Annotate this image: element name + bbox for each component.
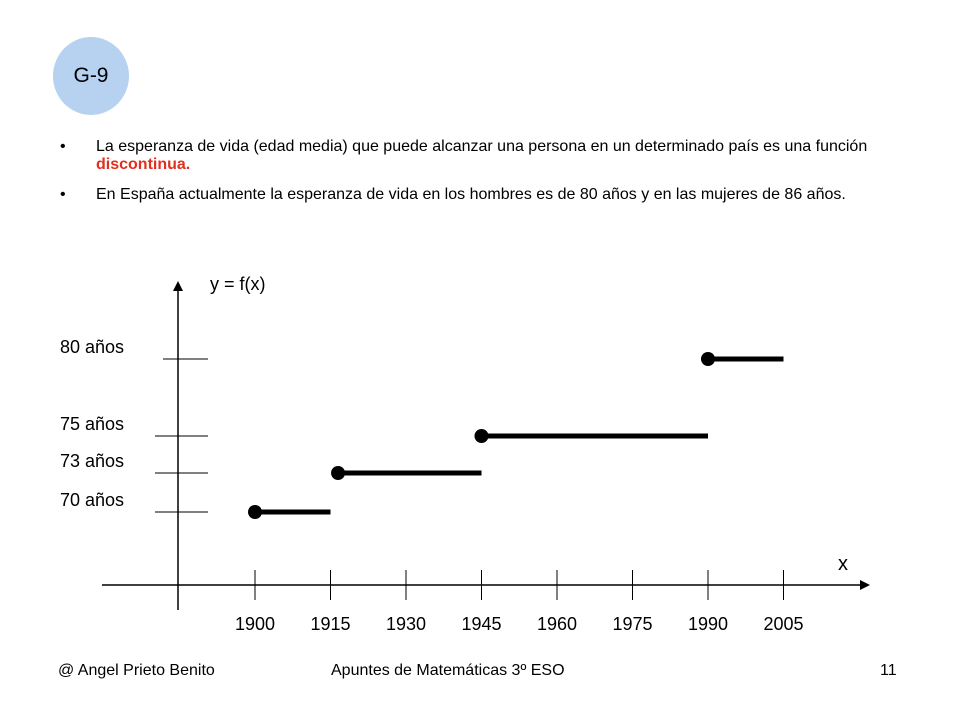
bullet-item: • En España actualmente la esperanza de …: [60, 186, 920, 204]
footer-author: @ Angel Prieto Benito: [58, 662, 215, 679]
x-axis-label: x: [838, 553, 848, 575]
y-tick-label: 75 años: [60, 414, 124, 434]
x-tick-label: 1945: [461, 614, 501, 634]
footer-page-number: 11: [880, 662, 897, 679]
bullet-text: En España actualmente la esperanza de vi…: [96, 186, 846, 203]
y-tick-label: 70 años: [60, 490, 124, 510]
x-tick-label: 2005: [763, 614, 803, 634]
closed-endpoint-dot: [474, 429, 489, 443]
bullet-item: • La esperanza de vida (edad media) que …: [60, 138, 920, 174]
x-tick-label: 1915: [310, 614, 350, 634]
x-tick-label: 1990: [688, 614, 728, 634]
bullet-glyph: •: [60, 138, 66, 155]
x-tick-label: 1930: [386, 614, 426, 634]
x-tick-label: 1900: [235, 614, 275, 634]
closed-endpoint-dot: [331, 466, 346, 480]
bullet-emphasis: discontinua.: [96, 156, 191, 173]
footer-course: Apuntes de Matemáticas 3º ESO: [331, 662, 565, 679]
bullet-list: • La esperanza de vida (edad media) que …: [60, 138, 920, 216]
closed-endpoint-dot: [701, 352, 715, 366]
slide-badge: G-9: [53, 37, 129, 115]
bullet-glyph: •: [60, 186, 66, 203]
y-axis-label: y = f(x): [210, 274, 266, 294]
y-tick-label: 73 años: [60, 451, 124, 471]
badge-label: G-9: [73, 64, 109, 87]
x-tick-label: 1975: [612, 614, 652, 634]
bullet-text: La esperanza de vida (edad media) que pu…: [96, 138, 868, 155]
x-tick-label: 1960: [537, 614, 577, 634]
closed-endpoint-dot: [248, 505, 262, 519]
y-tick-label: 80 años: [60, 337, 124, 357]
